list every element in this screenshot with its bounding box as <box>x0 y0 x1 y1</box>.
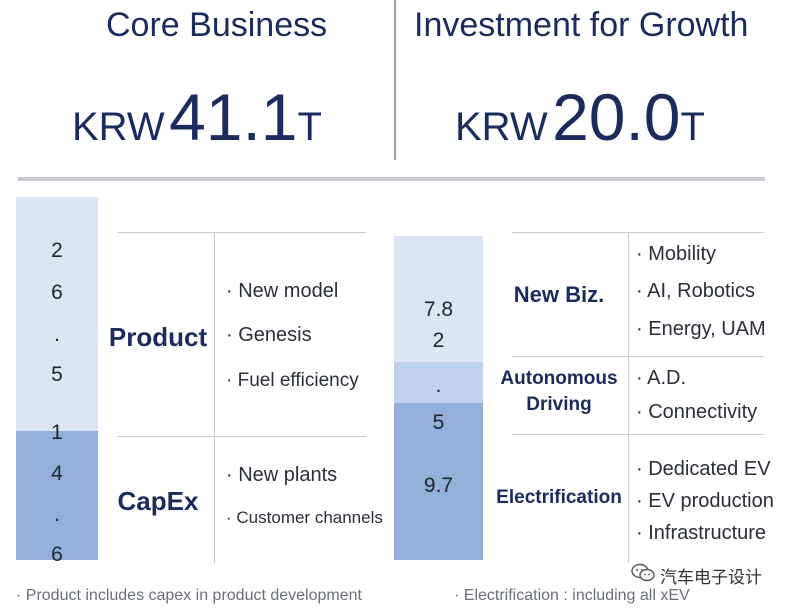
table-line-vertical <box>628 232 629 563</box>
footnote-right: · Electrification : including all xEV <box>454 587 690 604</box>
product-bar-label-char: . <box>54 323 60 346</box>
product-bar-label-char: 6 <box>51 281 63 304</box>
list-item: · EV production <box>636 490 774 512</box>
list-item: · Dedicated EV <box>636 458 771 480</box>
autonomous-bar-label: 5 <box>432 411 445 434</box>
watermark-text: 汽车电子设计 <box>660 568 762 587</box>
product-bar-label-char: 5 <box>51 363 63 386</box>
core-bar-chart: 2 6 . 5 1 4 . 6 <box>16 197 98 566</box>
table-line-vertical <box>214 232 215 563</box>
table-line-top <box>118 232 366 233</box>
list-item: · Fuel efficiency <box>226 370 359 391</box>
list-item: · New model <box>226 280 339 302</box>
bar-segment-product <box>16 197 98 431</box>
product-bar-label-char: 2 <box>51 239 63 262</box>
investment-title: Investment for Growth <box>414 6 749 44</box>
list-item: · Customer channels <box>226 508 383 527</box>
capex-bar-label-char: 4 <box>51 462 63 485</box>
core-value: 41.1 <box>169 80 298 154</box>
category-product: Product <box>108 322 208 352</box>
list-item: · Genesis <box>226 324 312 346</box>
bar-segment-autonomous <box>394 362 483 403</box>
header-rule <box>18 177 765 181</box>
list-item: · AI, Robotics <box>636 280 755 302</box>
list-item: · Mobility <box>636 243 717 265</box>
table-line-mid <box>512 356 764 357</box>
capex-bar-label-char: 1 <box>51 421 63 444</box>
table-line-mid <box>118 436 366 437</box>
bar-segment-capex <box>16 431 98 560</box>
table-line-top <box>512 232 764 233</box>
core-business-amount: KRW 41.1T <box>72 84 322 150</box>
investment-value: 20.0 <box>552 80 681 154</box>
capex-bar-label-char: 6 <box>51 543 63 566</box>
category-electrification: Electrification <box>496 487 622 508</box>
core-currency: KRW <box>72 105 165 149</box>
new-biz-bar-label: 2 <box>432 329 445 352</box>
category-autonomous: Autonomous Driving <box>490 368 628 416</box>
core-business-title: Core Business <box>106 6 328 44</box>
list-item: · A.D. <box>636 367 687 389</box>
bar-segment-electrification <box>394 403 483 560</box>
new-biz-bar-label: 7.8 <box>423 298 454 321</box>
list-item: · Energy, UAM <box>636 318 766 340</box>
category-new-biz: New Biz. <box>513 282 605 307</box>
core-unit: T <box>297 105 322 149</box>
investment-currency: KRW <box>455 105 548 149</box>
bar-segment-new-biz <box>394 236 483 362</box>
investment-unit: T <box>680 105 705 149</box>
autonomous-bar-label-dot: . <box>435 374 442 397</box>
investment-bar-chart: 7.8 2 . 5 9.7 <box>394 236 483 560</box>
category-autonomous-line: Autonomous <box>500 368 618 389</box>
footnote-left: · Product includes capex in product deve… <box>16 587 362 604</box>
table-line-mid <box>512 434 764 435</box>
list-item: · New plants <box>226 464 338 486</box>
header-divider <box>394 0 396 160</box>
wechat-icon <box>631 563 655 583</box>
category-capex: CapEx <box>117 486 199 516</box>
category-autonomous-line: Driving <box>526 394 592 415</box>
capex-bar-label-char: . <box>54 503 60 526</box>
list-item: · Connectivity <box>636 401 758 423</box>
electrification-bar-label: 9.7 <box>423 474 454 497</box>
list-item: · Infrastructure <box>636 522 767 544</box>
investment-amount: KRW 20.0T <box>455 84 705 150</box>
